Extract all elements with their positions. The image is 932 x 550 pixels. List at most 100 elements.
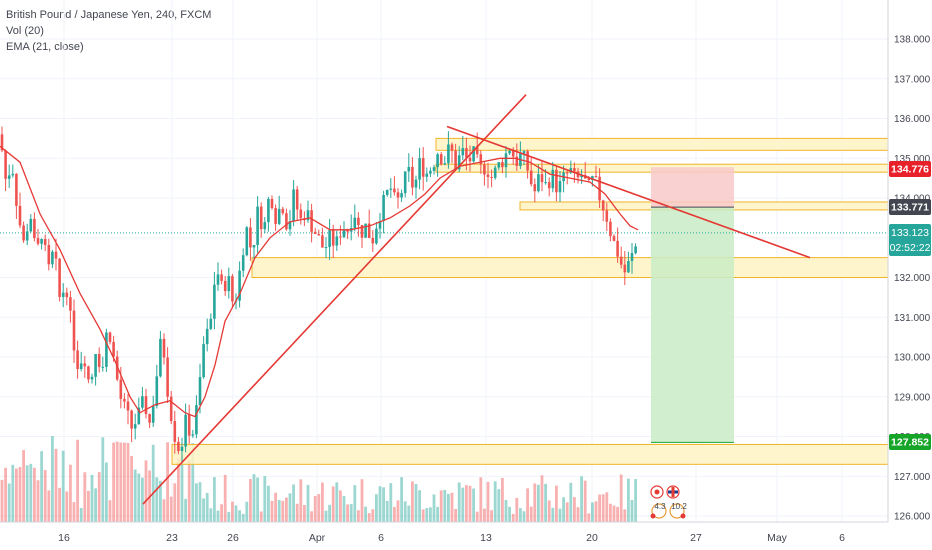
candle-body (76, 350, 79, 370)
candle-body (209, 318, 213, 329)
volume-bar (299, 479, 303, 522)
candle-body (292, 189, 295, 222)
volume-bar (137, 473, 141, 522)
volume-bar (133, 469, 137, 522)
candle-body (353, 217, 357, 229)
volume-bar (526, 488, 529, 522)
volume-bar (22, 450, 25, 522)
candle-body (594, 176, 598, 178)
candle-body (306, 210, 310, 221)
volume-bar (317, 494, 321, 522)
volume-bar (130, 455, 133, 522)
candle-body (533, 184, 537, 192)
candle-body (263, 222, 267, 230)
candle-body (227, 276, 231, 292)
volume-bar (331, 486, 335, 522)
stop-loss-zone[interactable] (651, 167, 734, 208)
candle-body (238, 270, 241, 301)
volume-bar (58, 487, 61, 522)
volume-bar (393, 506, 396, 522)
volume-bar (277, 499, 281, 522)
candle-body (0, 134, 4, 151)
bar-countdown-timer: 02:52:22 (890, 242, 931, 254)
trendlines[interactable] (142, 94, 811, 505)
current-price-badge[interactable]: 133.123 02:52:22 (889, 224, 931, 256)
candle-body (198, 377, 202, 406)
candle-body (58, 258, 61, 297)
candle-body (159, 338, 162, 377)
candle-body (105, 332, 108, 367)
candle-body (378, 220, 382, 229)
short-position-tool[interactable] (0, 167, 888, 443)
volume-bar (346, 504, 349, 522)
candle-body (385, 189, 389, 195)
stop-loss-badge[interactable]: 134.776 (889, 161, 931, 177)
symbol-title[interactable]: British Pound / Japanese Yen, 240, FXCM (6, 9, 212, 21)
price-zone[interactable] (171, 443, 889, 465)
volume-bar (162, 499, 166, 522)
y-tick-label: 135.000 (894, 154, 931, 165)
x-tick-label: 16 (58, 532, 70, 544)
candle-body (544, 182, 547, 184)
event-icon-left[interactable] (651, 503, 667, 519)
candle-body (342, 229, 346, 238)
volume-bar (335, 482, 339, 522)
trendline[interactable] (446, 125, 811, 259)
candle-body (634, 246, 637, 254)
volume-bar (598, 494, 601, 522)
candle-body (508, 150, 511, 154)
candle-body (357, 217, 360, 226)
candle-body (339, 236, 342, 238)
price-zone[interactable] (251, 257, 889, 278)
take-profit-zone[interactable] (651, 207, 734, 443)
candle-body (83, 363, 87, 367)
volume-bar (540, 475, 544, 522)
volume-bar (623, 509, 627, 522)
candle-body (241, 255, 245, 271)
candle-body (335, 236, 339, 246)
volume-bar (447, 493, 450, 522)
volume-bar (493, 481, 497, 522)
volume-bar (54, 448, 58, 522)
volume-bar (439, 490, 443, 522)
volume-indicator-label[interactable]: Vol (20) (6, 25, 44, 37)
economic-events[interactable]: 4.3 10.2 (650, 485, 688, 519)
x-tick-label: Apr (309, 532, 326, 544)
candle-body (277, 208, 281, 224)
volume-bar (396, 500, 400, 522)
volume-bar (76, 439, 79, 522)
volume-bar (436, 506, 439, 522)
stop-loss-price: 134.776 (891, 164, 929, 176)
candle-body (447, 144, 450, 164)
candle-body (180, 446, 184, 452)
candle-body (609, 221, 612, 237)
candle-body (310, 210, 313, 232)
event-value-left: 4.3 (654, 502, 666, 511)
y-tick-label: 138.000 (894, 35, 931, 46)
volume-bar (497, 489, 501, 522)
take-profit-badge[interactable]: 127.852 (889, 434, 931, 450)
x-tick-label: 27 (690, 532, 702, 544)
volume-bar (112, 442, 115, 522)
trendline[interactable] (142, 94, 527, 505)
candle-body (490, 176, 493, 178)
volume-bar (522, 511, 526, 522)
candle-body (522, 151, 526, 154)
event-icon-right[interactable] (669, 503, 685, 519)
support-resistance-zones (171, 137, 889, 465)
volume-bar (371, 509, 375, 522)
candle-body (504, 153, 508, 168)
candle-body (79, 363, 83, 370)
candle-body (529, 170, 533, 185)
volume-bar (0, 479, 4, 522)
x-tick-label: 6 (839, 532, 845, 544)
volume-bar (4, 467, 7, 522)
time-scale[interactable] (0, 521, 932, 550)
candle-body (137, 407, 141, 425)
jp-dot-icon (654, 489, 660, 495)
volume-bar (569, 482, 573, 522)
volume-bar (612, 505, 616, 522)
entry-price-badge[interactable]: 133.771 (889, 199, 931, 215)
price-zone[interactable] (435, 137, 889, 151)
